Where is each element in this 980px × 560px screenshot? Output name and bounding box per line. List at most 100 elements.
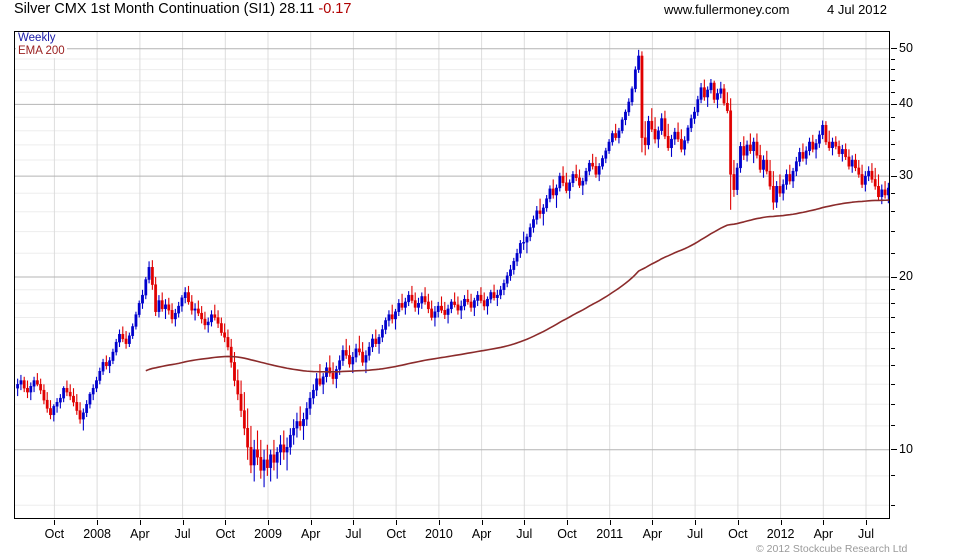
candle-body	[788, 174, 792, 182]
candle-body	[387, 314, 391, 321]
candle-body	[134, 314, 138, 327]
legend-item-weekly: Weekly	[16, 32, 67, 45]
candle-body	[348, 355, 351, 365]
candle-body	[620, 119, 624, 131]
candle-body	[594, 166, 598, 175]
candle-body	[104, 362, 108, 367]
y-axis-label: 20	[899, 269, 913, 284]
candle-body	[495, 294, 499, 298]
candle-body	[574, 174, 578, 178]
candle-body	[640, 55, 644, 138]
candle-body	[275, 451, 279, 463]
y-axis-tick	[891, 116, 895, 118]
candle-body	[870, 170, 874, 180]
candle-body	[564, 182, 568, 191]
candle-body	[88, 393, 92, 405]
y-axis-tick	[891, 348, 895, 350]
candle-body	[154, 284, 158, 312]
y-axis-label: 10	[899, 441, 913, 456]
y-axis-tick	[891, 103, 897, 105]
candle-body	[863, 175, 867, 185]
candle-body	[131, 326, 135, 336]
candle-body	[492, 292, 496, 299]
candle-body	[216, 317, 220, 324]
candle-body	[200, 312, 204, 320]
candle-body	[341, 350, 345, 361]
y-axis-tick	[891, 80, 895, 82]
x-axis-label: 2008	[83, 527, 111, 541]
candle-body	[854, 159, 857, 169]
y-axis-tick	[891, 144, 895, 146]
candle-body	[762, 159, 765, 170]
y-axis-label: 30	[899, 168, 913, 183]
x-axis-label: Oct	[557, 527, 577, 541]
candle-body	[183, 292, 187, 299]
candle-body	[476, 294, 480, 301]
candle-body	[367, 346, 371, 356]
candle-body	[433, 311, 437, 318]
candle-body	[180, 297, 184, 307]
candle-body	[545, 198, 549, 209]
candle-body	[101, 362, 105, 372]
candle-body	[29, 386, 33, 393]
candle-body	[371, 338, 374, 348]
candle-body	[55, 401, 59, 407]
candle-body	[656, 130, 660, 140]
candle-body	[587, 162, 591, 172]
candle-body	[860, 174, 864, 185]
candle-body	[584, 170, 588, 182]
candle-body	[771, 186, 775, 203]
candle-body	[817, 134, 821, 144]
y-axis-tick	[891, 192, 895, 194]
candle-body	[127, 335, 131, 344]
candle-body	[170, 310, 174, 320]
candle-body	[334, 369, 338, 379]
candle-body	[157, 300, 161, 312]
candle-body	[210, 314, 213, 323]
x-axis-tick	[310, 520, 312, 525]
x-axis-label: Oct	[386, 527, 406, 541]
candle-body	[676, 131, 680, 140]
candle-body	[725, 102, 729, 111]
candle-body	[614, 133, 618, 138]
chart-legend: Weekly EMA 200	[16, 32, 67, 58]
candle-body	[591, 162, 595, 167]
candle-body	[236, 380, 240, 395]
candle-body	[305, 408, 309, 420]
candle-body	[95, 380, 98, 389]
candle-body	[298, 421, 302, 427]
candle-body	[242, 410, 246, 429]
candle-body	[768, 170, 772, 187]
x-axis-tick	[524, 520, 526, 525]
x-axis-tick	[567, 520, 568, 525]
candle-body	[446, 308, 450, 315]
candle-body	[19, 380, 23, 385]
candle-body	[288, 434, 292, 448]
candle-body	[571, 174, 575, 184]
candle-body	[150, 267, 154, 285]
x-axis-tick	[652, 520, 654, 525]
candle-body	[229, 346, 233, 363]
candle-body	[804, 150, 808, 159]
candle-body	[794, 161, 798, 172]
candle-body	[719, 88, 723, 94]
candle-body	[265, 459, 269, 468]
candle-body	[26, 387, 29, 393]
candle-body	[272, 454, 276, 463]
candle-body	[456, 304, 460, 311]
chart-plot-area[interactable]	[14, 31, 890, 519]
candle-body	[147, 267, 151, 280]
candle-body	[808, 141, 811, 152]
x-axis-tick	[139, 520, 141, 525]
candlestick-chart	[15, 32, 889, 518]
x-axis-label: Jul	[174, 527, 191, 541]
x-axis-label: 2012	[766, 527, 795, 541]
candle-body	[831, 141, 834, 149]
x-axis-label: Jul	[345, 527, 362, 541]
candle-body	[709, 82, 713, 91]
candle-body	[745, 144, 749, 156]
candle-body	[699, 87, 703, 100]
candle-body	[486, 298, 489, 307]
candle-body	[502, 283, 506, 291]
candle-body	[423, 296, 427, 303]
